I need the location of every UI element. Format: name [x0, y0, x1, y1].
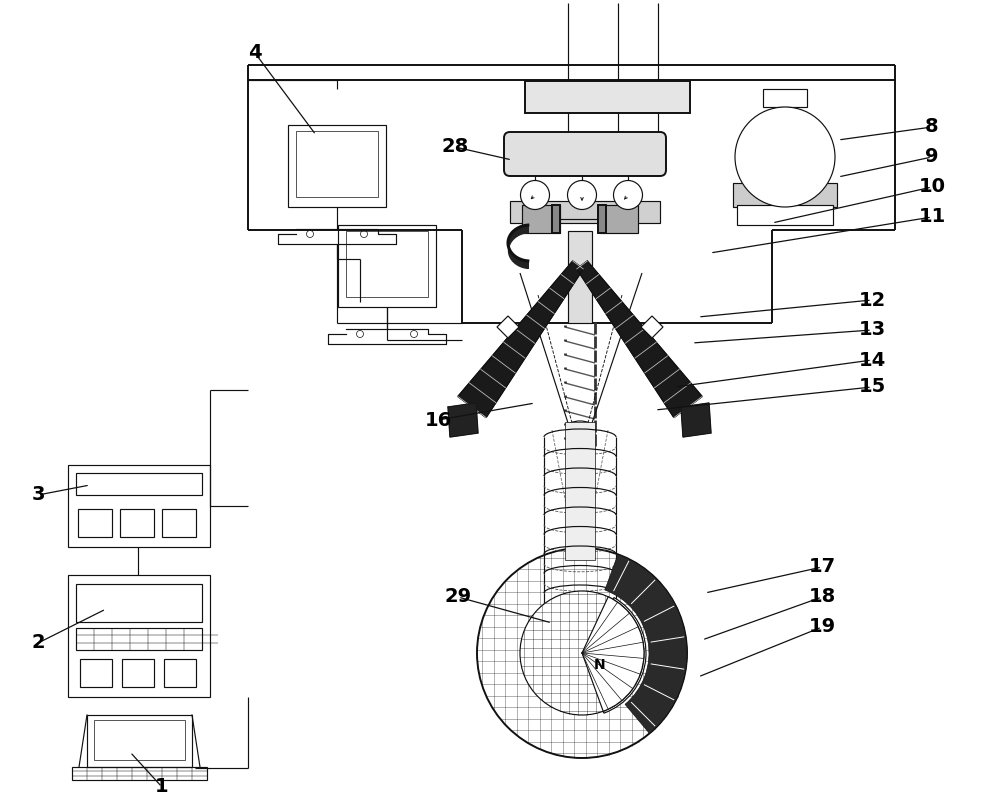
Text: 6: 6	[611, 0, 625, 2]
Polygon shape	[641, 316, 663, 338]
Bar	[68, 465, 210, 547]
Bar	[68, 575, 210, 697]
Bar	[338, 225, 436, 307]
Circle shape	[568, 180, 596, 210]
Text: 15: 15	[858, 378, 886, 397]
Bar	[525, 81, 690, 113]
Bar	[600, 205, 638, 233]
Text: 11: 11	[918, 207, 946, 227]
Circle shape	[520, 591, 644, 715]
Text: 19: 19	[808, 618, 836, 637]
Bar	[510, 201, 660, 223]
Text: N: N	[596, 664, 608, 678]
Bar	[565, 422, 595, 560]
Bar	[288, 125, 386, 207]
Bar	[598, 205, 606, 233]
Polygon shape	[448, 403, 478, 437]
Bar	[94, 720, 185, 760]
Text: 14: 14	[858, 351, 886, 370]
Bar	[733, 183, 837, 207]
Bar	[568, 231, 592, 323]
Circle shape	[735, 107, 835, 207]
Bar	[72, 767, 207, 780]
Bar	[552, 205, 560, 233]
Bar	[296, 131, 378, 197]
Circle shape	[477, 548, 687, 758]
Text: 16: 16	[424, 410, 452, 429]
Bar	[162, 509, 196, 537]
Bar	[78, 509, 112, 537]
Text: 4: 4	[248, 44, 262, 63]
Bar	[76, 628, 202, 650]
Bar	[763, 89, 807, 107]
Wedge shape	[605, 554, 687, 734]
Text: 5: 5	[561, 0, 575, 2]
Bar	[120, 509, 154, 537]
Text: 2: 2	[31, 634, 45, 653]
Bar	[346, 231, 428, 297]
Bar	[164, 659, 196, 687]
Bar	[522, 205, 560, 233]
Bar	[122, 659, 154, 687]
Circle shape	[520, 180, 550, 210]
Text: 18: 18	[808, 588, 836, 607]
Bar	[80, 659, 112, 687]
Bar	[76, 473, 202, 495]
Polygon shape	[577, 261, 702, 417]
Text: 3: 3	[31, 486, 45, 505]
Polygon shape	[681, 403, 711, 437]
Polygon shape	[458, 261, 583, 417]
Text: 9: 9	[925, 148, 939, 166]
Wedge shape	[582, 598, 646, 713]
Bar	[87, 715, 192, 767]
Text: 7: 7	[651, 0, 665, 2]
Text: 28: 28	[441, 138, 469, 157]
Text: 29: 29	[444, 588, 472, 607]
Text: 13: 13	[858, 320, 886, 339]
FancyBboxPatch shape	[504, 132, 666, 176]
Text: 8: 8	[925, 118, 939, 137]
Circle shape	[614, 180, 642, 210]
Text: 10: 10	[918, 177, 946, 196]
Text: 12: 12	[858, 290, 886, 309]
Text: 17: 17	[808, 557, 836, 576]
Polygon shape	[497, 316, 519, 338]
Bar	[737, 205, 833, 225]
Text: 1: 1	[155, 778, 169, 795]
Text: N: N	[594, 658, 606, 672]
Bar	[76, 584, 202, 622]
Wedge shape	[582, 597, 644, 712]
